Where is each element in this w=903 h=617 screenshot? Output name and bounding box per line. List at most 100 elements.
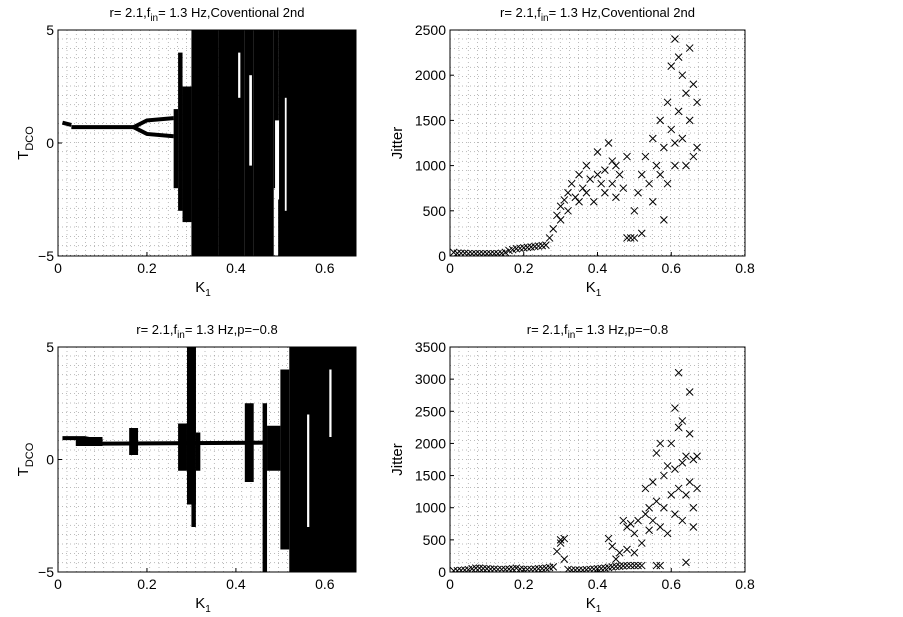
x-marker (682, 491, 690, 499)
x-marker (685, 388, 694, 396)
y-tick-label: 0 (438, 248, 446, 264)
x-marker (678, 134, 687, 143)
x-marker (630, 234, 639, 242)
y-tick-label: 3000 (415, 371, 446, 387)
x-marker (549, 563, 558, 571)
x-tick-label: 0.2 (137, 260, 157, 276)
y-label-subscript: DCO (24, 442, 36, 467)
x-label-text: K (195, 279, 205, 296)
x-marker (678, 71, 687, 80)
x-label-subscript: 1 (596, 288, 602, 299)
x-marker (490, 249, 499, 256)
dense-band (262, 403, 268, 572)
x-marker (667, 125, 676, 134)
x-marker (619, 562, 628, 570)
x-marker (685, 478, 694, 486)
subplot-title: r= 2.1,fin= 1.3 Hz,Coventional 2nd (500, 5, 695, 24)
x-marker (619, 184, 628, 193)
y-label-text: T (15, 467, 32, 476)
x-marker (693, 452, 701, 461)
branch-line (62, 436, 103, 444)
dense-band (267, 425, 281, 471)
x-marker (663, 462, 672, 470)
y-tick-label: −5 (38, 564, 54, 580)
dense-band (289, 347, 356, 572)
x-marker (671, 404, 679, 412)
x-marker (674, 423, 683, 432)
x-marker (626, 519, 635, 528)
x-marker (685, 44, 694, 52)
x-marker (534, 242, 543, 250)
x-tick-label: 0 (54, 260, 62, 276)
x-marker (571, 566, 580, 572)
x-marker (656, 439, 665, 448)
title-text: = 1.3 Hz,p=−0.8 (575, 322, 668, 337)
x-marker (623, 561, 631, 570)
x-marker (682, 452, 690, 461)
y-tick-label: 2000 (415, 435, 446, 451)
x-marker (652, 449, 661, 457)
x-marker (582, 188, 591, 197)
x-marker (656, 561, 665, 570)
x-tick-label: 0.8 (735, 576, 755, 592)
data-marks (62, 347, 356, 572)
y-tick-label: 500 (423, 532, 447, 548)
x-marker (582, 161, 591, 170)
x-axis-label: K1 (195, 595, 211, 615)
band-gap (284, 97, 287, 211)
x-marker (564, 188, 572, 197)
x-marker (689, 523, 698, 531)
x-marker (652, 161, 661, 170)
x-marker (623, 545, 631, 554)
x-marker (648, 197, 657, 206)
x-marker (641, 152, 650, 161)
x-marker (637, 229, 646, 238)
x-marker (656, 523, 665, 531)
x-tick-label: 0.6 (662, 260, 682, 276)
y-tick-label: 2500 (415, 403, 446, 419)
x-marker (501, 248, 510, 256)
band-gap (275, 120, 280, 200)
axes-frame (449, 29, 746, 257)
y-tick-label: 3500 (415, 339, 446, 355)
x-marker (630, 561, 639, 570)
data-marks (450, 35, 701, 256)
x-tick-label: 0 (446, 576, 454, 592)
dense-band (178, 52, 183, 211)
x-marker (475, 564, 484, 572)
x-marker (652, 561, 661, 570)
x-marker (471, 249, 480, 256)
x-label-text: K (195, 595, 205, 612)
x-marker (464, 249, 473, 256)
x-marker (601, 188, 609, 197)
x-marker (549, 225, 558, 233)
dense-band (191, 30, 219, 256)
branch-line (61, 120, 72, 127)
x-marker (682, 558, 690, 567)
x-marker (678, 417, 687, 425)
x-marker (678, 458, 687, 467)
x-marker (689, 80, 698, 89)
x-marker (671, 35, 679, 43)
y-tick-label: 1500 (415, 112, 446, 128)
x-marker (634, 561, 642, 570)
x-marker (593, 170, 602, 179)
x-tick-label: 0.4 (588, 576, 608, 592)
x-axis-label: K1 (586, 279, 602, 299)
y-tick-label: 500 (423, 203, 447, 219)
x-marker (641, 510, 650, 518)
x-marker (667, 62, 676, 71)
x-marker (527, 243, 535, 251)
y-tick-label: 0 (46, 135, 54, 151)
x-marker (516, 244, 524, 253)
x-marker (682, 89, 690, 98)
y-tick-label: 5 (46, 339, 54, 355)
x-marker (693, 143, 701, 152)
x-marker (663, 179, 672, 188)
x-marker (575, 566, 583, 572)
x-marker (593, 148, 602, 156)
x-axis-label: K1 (195, 279, 211, 299)
y-tick-label: 0 (438, 564, 446, 580)
title-subscript: in (568, 330, 576, 341)
